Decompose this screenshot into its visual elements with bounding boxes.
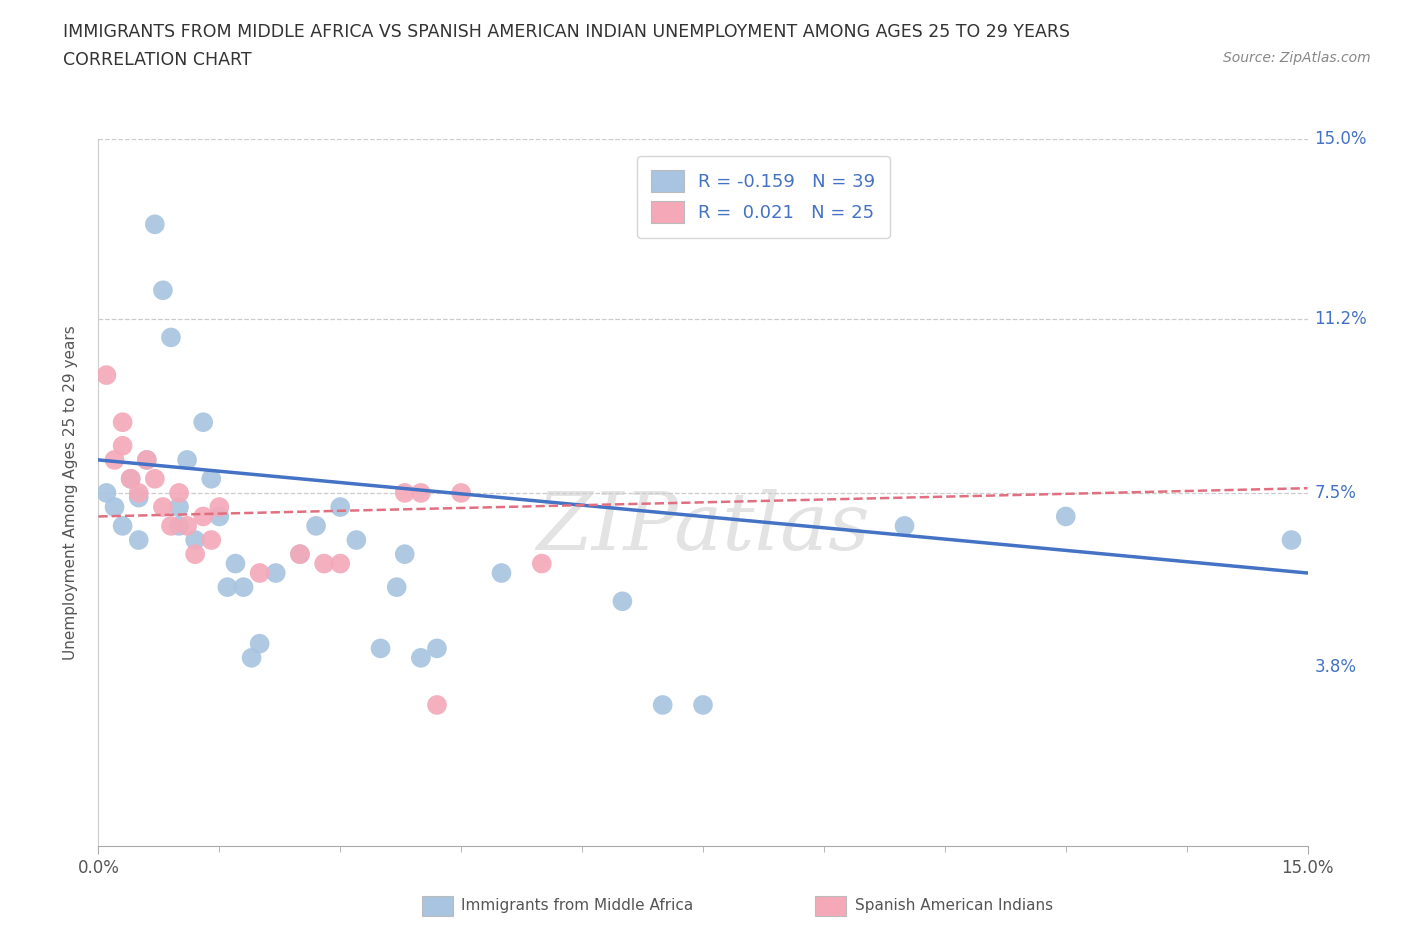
Point [370,641,392,656]
Point [143,472,166,486]
Point [111,518,134,533]
Point [167,485,190,500]
Y-axis label: Unemployment Among Ages 25 to 29 years: Unemployment Among Ages 25 to 29 years [63,326,77,660]
Point [200,472,222,486]
Point [692,698,714,712]
Point [135,453,157,468]
Point [160,330,183,345]
Point [167,499,190,514]
Text: 11.2%: 11.2% [1315,310,1368,327]
Point [193,509,215,524]
Point [249,636,271,651]
Text: ZIPatlas: ZIPatlas [536,489,870,567]
Point [96,367,118,382]
Point [224,556,246,571]
Point [184,533,207,548]
Text: Source: ZipAtlas.com: Source: ZipAtlas.com [1223,51,1371,65]
Point [426,698,449,712]
Point [128,485,150,500]
Point [160,518,183,533]
Point [152,499,174,514]
Point [103,453,125,468]
Point [329,556,352,571]
Point [135,453,157,468]
Point [176,453,198,468]
Point [491,565,513,580]
Point [264,565,287,580]
Legend: R = -0.159   N = 39, R =  0.021   N = 25: R = -0.159 N = 39, R = 0.021 N = 25 [637,155,890,237]
Point [176,518,198,533]
Text: IMMIGRANTS FROM MIDDLE AFRICA VS SPANISH AMERICAN INDIAN UNEMPLOYMENT AMONG AGES: IMMIGRANTS FROM MIDDLE AFRICA VS SPANISH… [63,23,1070,41]
Point [111,415,134,430]
Point [143,217,166,232]
Point [450,485,472,500]
Point [208,509,231,524]
Text: Spanish American Indians: Spanish American Indians [855,898,1053,913]
Point [249,565,271,580]
Text: 3.8%: 3.8% [1315,658,1357,676]
Point [651,698,673,712]
Point [385,579,408,594]
Point [314,556,336,571]
Text: 15.0%: 15.0% [1315,130,1367,149]
Point [193,415,215,430]
Point [305,518,328,533]
Point [288,547,311,562]
Point [409,650,432,665]
Point [344,533,367,548]
Text: Immigrants from Middle Africa: Immigrants from Middle Africa [461,898,693,913]
Point [409,485,432,500]
Point [200,533,222,548]
Point [394,485,416,500]
Text: CORRELATION CHART: CORRELATION CHART [63,51,252,69]
Point [120,472,142,486]
Point [208,499,231,514]
Point [111,438,134,453]
Text: 7.5%: 7.5% [1315,484,1357,502]
Point [893,518,915,533]
Point [167,518,190,533]
Point [217,579,239,594]
Point [288,547,311,562]
Point [232,579,254,594]
Point [426,641,449,656]
Point [128,533,150,548]
Point [184,547,207,562]
Point [1281,533,1303,548]
Point [120,472,142,486]
Point [612,594,634,609]
Point [394,547,416,562]
Point [103,499,125,514]
Point [329,499,352,514]
Point [240,650,263,665]
Point [1054,509,1077,524]
Point [530,556,553,571]
Point [96,485,118,500]
Point [152,283,174,298]
Point [128,490,150,505]
